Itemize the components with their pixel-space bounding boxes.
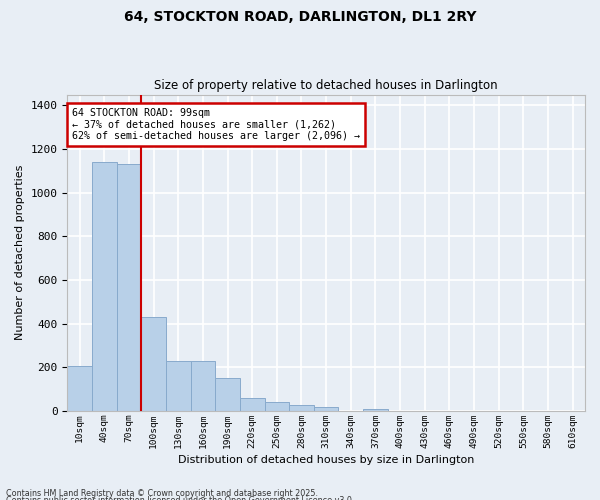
- X-axis label: Distribution of detached houses by size in Darlington: Distribution of detached houses by size …: [178, 455, 475, 465]
- Y-axis label: Number of detached properties: Number of detached properties: [15, 165, 25, 340]
- Bar: [67, 366, 92, 411]
- Bar: [166, 361, 191, 411]
- Bar: [215, 378, 240, 411]
- Bar: [240, 398, 265, 411]
- Bar: [314, 407, 338, 411]
- Bar: [141, 317, 166, 411]
- Text: 64 STOCKTON ROAD: 99sqm
← 37% of detached houses are smaller (1,262)
62% of semi: 64 STOCKTON ROAD: 99sqm ← 37% of detache…: [72, 108, 360, 141]
- Text: Contains public sector information licensed under the Open Government Licence v3: Contains public sector information licen…: [6, 496, 355, 500]
- Bar: [363, 409, 388, 411]
- Bar: [92, 162, 116, 411]
- Bar: [289, 404, 314, 411]
- Title: Size of property relative to detached houses in Darlington: Size of property relative to detached ho…: [154, 79, 498, 92]
- Bar: [265, 402, 289, 411]
- Bar: [191, 361, 215, 411]
- Text: Contains HM Land Registry data © Crown copyright and database right 2025.: Contains HM Land Registry data © Crown c…: [6, 488, 318, 498]
- Text: 64, STOCKTON ROAD, DARLINGTON, DL1 2RY: 64, STOCKTON ROAD, DARLINGTON, DL1 2RY: [124, 10, 476, 24]
- Bar: [116, 164, 141, 411]
